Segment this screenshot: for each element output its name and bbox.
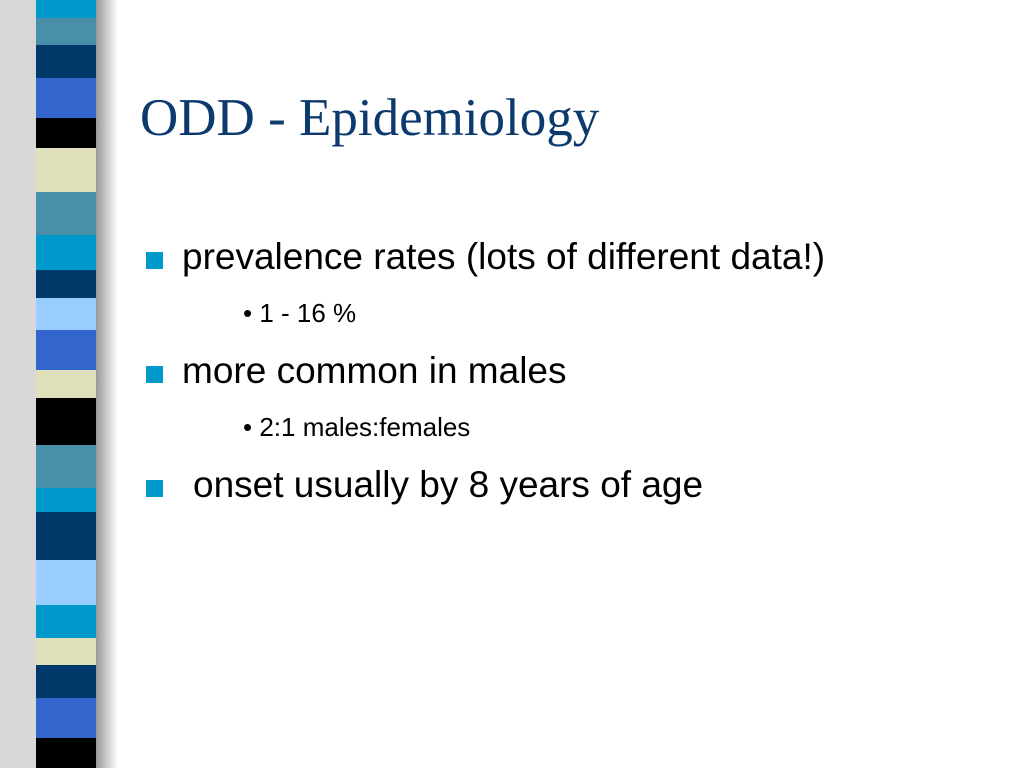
sub-bullet-text: 2:1 males:females bbox=[259, 412, 471, 442]
bullet-text: prevalence rates (lots of different data… bbox=[182, 236, 826, 277]
slide-title: ODD - Epidemiology bbox=[140, 89, 600, 147]
bullet-text: more common in males bbox=[182, 350, 567, 391]
sub-bullet: • 2:1 males:females bbox=[243, 412, 471, 442]
bullet-marker bbox=[146, 366, 163, 383]
bullet-marker bbox=[146, 480, 163, 497]
bullet-text: onset usually by 8 years of age bbox=[193, 464, 704, 505]
sub-bullet: • 1 - 16 % bbox=[243, 298, 357, 328]
decorative-stripe bbox=[0, 0, 118, 768]
sub-bullet-text: 1 - 16 % bbox=[259, 298, 357, 328]
bullet-marker bbox=[146, 252, 163, 269]
